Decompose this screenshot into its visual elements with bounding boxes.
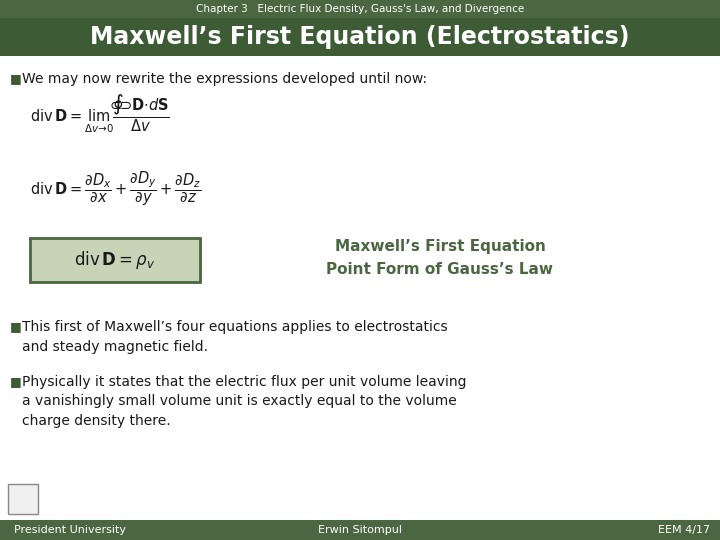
Text: Maxwell’s First Equation (Electrostatics): Maxwell’s First Equation (Electrostatics… [90,25,630,49]
Text: Chapter 3   Electric Flux Density, Gauss's Law, and Divergence: Chapter 3 Electric Flux Density, Gauss's… [196,4,524,14]
Text: $\mathrm{div}\,\mathbf{D} = \dfrac{\partial D_x}{\partial x} + \dfrac{\partial D: $\mathrm{div}\,\mathbf{D} = \dfrac{\part… [30,170,202,208]
Text: $\mathrm{div}\,\mathbf{D} = \lim_{\Delta v \to 0}\dfrac{\oint\!\!\!\!\!\!\subset: $\mathrm{div}\,\mathbf{D} = \lim_{\Delta… [30,92,170,135]
Text: This first of Maxwell’s four equations applies to electrostatics
and steady magn: This first of Maxwell’s four equations a… [22,320,448,354]
Text: Erwin Sitompul: Erwin Sitompul [318,525,402,535]
FancyBboxPatch shape [30,238,200,282]
Text: Physically it states that the electric flux per unit volume leaving
a vanishingl: Physically it states that the electric f… [22,375,467,428]
Text: ■: ■ [10,320,22,333]
Text: President University: President University [14,525,126,535]
Text: ■: ■ [10,375,22,388]
Text: Maxwell’s First Equation
Point Form of Gauss’s Law: Maxwell’s First Equation Point Form of G… [326,239,554,276]
FancyBboxPatch shape [8,484,38,514]
Bar [0,18,720,56]
Bar [0,520,720,540]
Text: ■: ■ [10,72,22,85]
Text: We may now rewrite the expressions developed until now:: We may now rewrite the expressions devel… [22,72,427,86]
Bar [0,0,720,18]
Text: EEM 4/17: EEM 4/17 [658,525,710,535]
Text: $\mathrm{div}\,\mathbf{D} = \rho_v$: $\mathrm{div}\,\mathbf{D} = \rho_v$ [74,249,156,271]
